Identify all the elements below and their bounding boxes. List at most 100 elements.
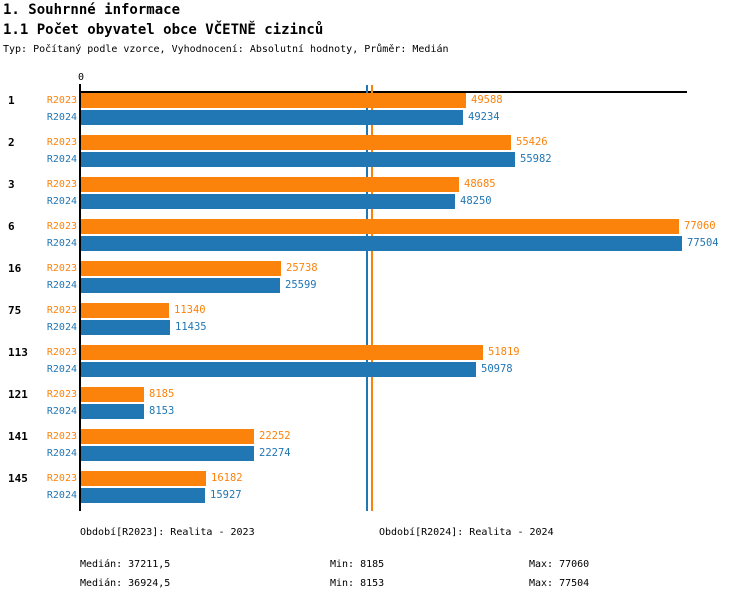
bar-value-label: 48250 [460, 195, 492, 207]
series-label: R2024 [46, 448, 77, 459]
bar-value-label: 11435 [175, 321, 207, 333]
series-label: R2024 [46, 196, 77, 207]
category-label: 1 [8, 94, 15, 107]
series-label: R2023 [46, 263, 77, 274]
bar-value-label: 49588 [471, 94, 503, 106]
category-label: 145 [8, 472, 28, 485]
bar-row-r2023: R2023 51819 [47, 345, 750, 360]
bar-row-r2023: R2023 77060 [47, 219, 750, 234]
series-label: R2023 [46, 137, 77, 148]
bar-row-r2023: R2023 8185 [47, 387, 750, 402]
bar [81, 303, 169, 318]
bar-value-label: 22274 [259, 447, 291, 459]
series-label: R2023 [46, 347, 77, 358]
bar-value-label: 22252 [259, 430, 291, 442]
series-label: R2023 [46, 221, 77, 232]
bar-group-3: 3 R2023 48685 R2024 48250 [0, 177, 750, 209]
bar-row-r2024: R2024 48250 [47, 194, 750, 209]
median-line-r2023 [371, 85, 373, 511]
bar [81, 236, 682, 251]
bar-value-label: 77060 [684, 220, 716, 232]
bar-group-1: 1 R2023 49588 R2024 49234 [0, 93, 750, 125]
series-label: R2024 [46, 154, 77, 165]
category-label: 6 [8, 220, 15, 233]
bar [81, 93, 466, 108]
series-label: R2024 [46, 364, 77, 375]
bar-value-label: 49234 [468, 111, 500, 123]
bar [81, 194, 455, 209]
bar-row-r2024: R2024 25599 [47, 278, 750, 293]
bar-row-r2024: R2024 77504 [47, 236, 750, 251]
bar [81, 446, 254, 461]
bar-row-r2024: R2024 55982 [47, 152, 750, 167]
bar-row-r2023: R2023 25738 [47, 261, 750, 276]
bar-value-label: 50978 [481, 363, 513, 375]
bar-row-r2024: R2024 50978 [47, 362, 750, 377]
category-label: 2 [8, 136, 15, 149]
bar-row-r2023: R2023 22252 [47, 429, 750, 444]
bar-value-label: 16182 [211, 472, 243, 484]
series-label: R2024 [46, 238, 77, 249]
legend-r2024: Období[R2024]: Realita - 2024 [379, 527, 554, 538]
bar-group-113: 113 R2023 51819 R2024 50978 [0, 345, 750, 377]
bar-row-r2024: R2024 8153 [47, 404, 750, 419]
bar-row-r2024: R2024 15927 [47, 488, 750, 503]
bar-value-label: 51819 [488, 346, 520, 358]
series-label: R2024 [46, 490, 77, 501]
axis-line-horizontal [81, 91, 687, 93]
bar [81, 387, 144, 402]
series-label: R2023 [46, 179, 77, 190]
median-line-r2024 [366, 85, 368, 511]
stat-min-r2023: Min: 8185 [330, 559, 385, 570]
bar [81, 219, 679, 234]
bar-group-6: 6 R2023 77060 R2024 77504 [0, 219, 750, 251]
bar [81, 429, 254, 444]
bar-row-r2023: R2023 11340 [47, 303, 750, 318]
category-label: 3 [8, 178, 15, 191]
stat-max-r2024: Max: 77504 [529, 578, 590, 589]
bar-row-r2024: R2024 22274 [47, 446, 750, 461]
stat-median-r2024: Medián: 36924,5 [80, 578, 171, 589]
bar [81, 110, 463, 125]
bar-group-145: 145 R2023 16182 R2024 15927 [0, 471, 750, 503]
bar-value-label: 15927 [210, 489, 242, 501]
axis-origin-label: 0 [77, 72, 85, 83]
bar [81, 404, 144, 419]
stat-max-r2023: Max: 77060 [529, 559, 590, 570]
bar-group-16: 16 R2023 25738 R2024 25599 [0, 261, 750, 293]
bar [81, 177, 459, 192]
bar [81, 471, 206, 486]
bar-value-label: 8185 [149, 388, 175, 400]
series-label: R2024 [46, 322, 77, 333]
bar-value-label: 55982 [520, 153, 552, 165]
section-title: 1. Souhrnné informace [3, 2, 181, 18]
bar-group-2: 2 R2023 55426 R2024 55982 [0, 135, 750, 167]
category-label: 16 [8, 262, 22, 275]
category-label: 113 [8, 346, 28, 359]
bar-value-label: 25738 [286, 262, 318, 274]
bar [81, 135, 511, 150]
category-label: 121 [8, 388, 28, 401]
stat-median-r2023: Medián: 37211,5 [80, 559, 171, 570]
bar [81, 488, 205, 503]
series-label: R2023 [46, 431, 77, 442]
chart-title: 1.1 Počet obyvatel obce VČETNĚ cizinců [3, 22, 324, 38]
bar-row-r2024: R2024 49234 [47, 110, 750, 125]
series-label: R2023 [46, 95, 77, 106]
series-label: R2023 [46, 473, 77, 484]
bar-group-75: 75 R2023 11340 R2024 11435 [0, 303, 750, 335]
bar [81, 152, 515, 167]
legend-r2023: Období[R2023]: Realita - 2023 [80, 527, 255, 538]
bar-row-r2023: R2023 16182 [47, 471, 750, 486]
bar [81, 278, 280, 293]
bar-group-141: 141 R2023 22252 R2024 22274 [0, 429, 750, 461]
stat-min-r2024: Min: 8153 [330, 578, 385, 589]
category-label: 75 [8, 304, 22, 317]
series-label: R2024 [46, 112, 77, 123]
bar-row-r2024: R2024 11435 [47, 320, 750, 335]
bar-value-label: 77504 [687, 237, 719, 249]
bar [81, 362, 476, 377]
axis-line-vertical [79, 84, 81, 511]
bar-value-label: 25599 [285, 279, 317, 291]
